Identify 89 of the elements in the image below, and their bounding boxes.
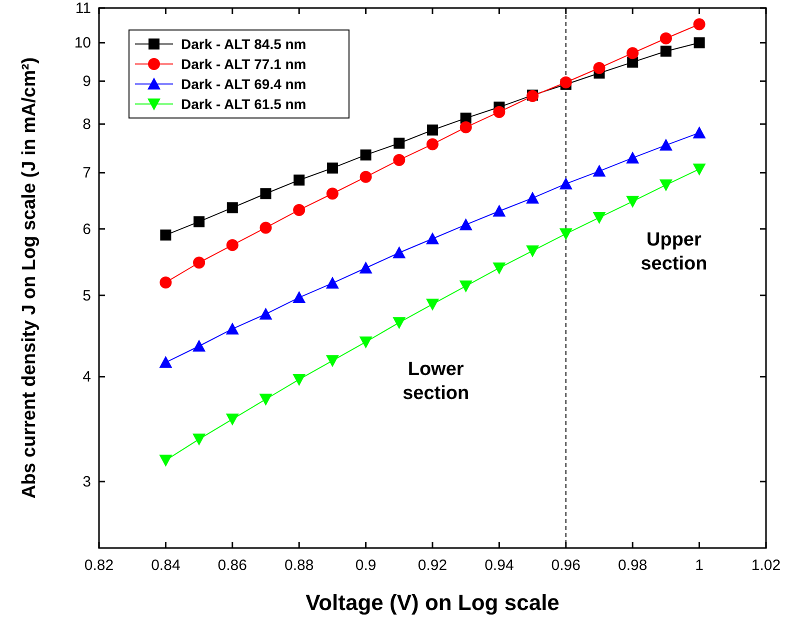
point [259, 308, 272, 320]
point [226, 202, 238, 214]
x-tick-label: 0.9 [355, 557, 376, 574]
point [592, 212, 606, 224]
legend-label: Dark - ALT 69.4 nm [181, 76, 306, 92]
point [659, 179, 672, 192]
annotation: Upper section [640, 230, 708, 275]
x-tick-label: 1.02 [751, 557, 781, 574]
point [292, 291, 306, 304]
point [292, 374, 306, 386]
point [427, 124, 438, 136]
y-tick-label: 5 [82, 287, 91, 304]
point [626, 151, 640, 164]
point [559, 228, 572, 240]
annotation: Lower section [402, 359, 470, 404]
y-tick-label: 10 [74, 34, 91, 52]
point [359, 261, 372, 274]
y-axis-title: Abs current density J on Log scale (J in mA/cm²) [19, 57, 40, 499]
point [426, 298, 439, 311]
point [326, 188, 338, 200]
point [459, 280, 472, 293]
point [260, 222, 272, 234]
point [560, 76, 572, 88]
x-tick-label: 0.98 [618, 557, 648, 574]
point [626, 196, 640, 208]
point [392, 246, 406, 258]
x-tick-label: 0.96 [551, 557, 580, 574]
point [392, 317, 406, 330]
point [592, 164, 606, 177]
point [493, 106, 506, 118]
legend-label: Dark - ALT 61.5 nm [181, 96, 306, 112]
point [360, 149, 372, 160]
point [526, 245, 540, 258]
y-tick-label: 3 [82, 474, 91, 491]
x-tick-label: 0.86 [218, 557, 247, 574]
point [426, 138, 438, 150]
y-tick-label: 6 [82, 220, 91, 238]
point [226, 322, 239, 334]
point [526, 192, 540, 204]
point [492, 204, 506, 217]
point [692, 126, 706, 138]
point [559, 177, 572, 190]
point [492, 262, 506, 274]
point [160, 230, 172, 241]
point [326, 355, 339, 368]
y-tick-label: 9 [82, 73, 91, 90]
point [660, 32, 672, 44]
y-tick-label: 4 [82, 368, 91, 386]
x-tick-label: 0.82 [84, 557, 114, 574]
point [660, 46, 672, 57]
point [159, 356, 172, 368]
y-tick-label: 7 [82, 164, 91, 182]
x-axis-title: Voltage (V) on Log scale [306, 590, 560, 615]
point [692, 164, 706, 176]
point [326, 162, 338, 174]
point [359, 336, 372, 348]
x-tick-label: 0.94 [484, 557, 514, 574]
legend-label: Dark - ALT 84.5 nm [181, 36, 306, 52]
point [193, 256, 206, 269]
point [192, 434, 206, 446]
point [360, 170, 372, 183]
x-tick-label: 1 [695, 557, 704, 574]
point [259, 394, 272, 406]
point [659, 138, 672, 151]
point [459, 218, 472, 230]
y-tick-label: 11 [75, 0, 91, 17]
legend-label: Dark - ALT 77.1 nm [181, 56, 306, 72]
x-tick-label: 0.92 [418, 557, 448, 574]
point [460, 121, 472, 134]
point [159, 454, 172, 467]
point [326, 276, 339, 289]
point [226, 239, 238, 252]
point [593, 62, 606, 74]
point [394, 138, 405, 149]
point [694, 37, 705, 48]
point [294, 174, 305, 186]
point [160, 276, 172, 288]
point [226, 414, 239, 426]
point [260, 188, 272, 200]
point [194, 216, 205, 228]
point [192, 340, 206, 352]
point [426, 232, 439, 244]
point [393, 154, 406, 166]
x-tick-label: 0.88 [284, 557, 314, 574]
point [293, 204, 306, 216]
y-tick-label: 8 [82, 116, 91, 134]
x-tick-label: 0.84 [151, 557, 180, 574]
point [626, 47, 639, 60]
point [693, 18, 706, 30]
